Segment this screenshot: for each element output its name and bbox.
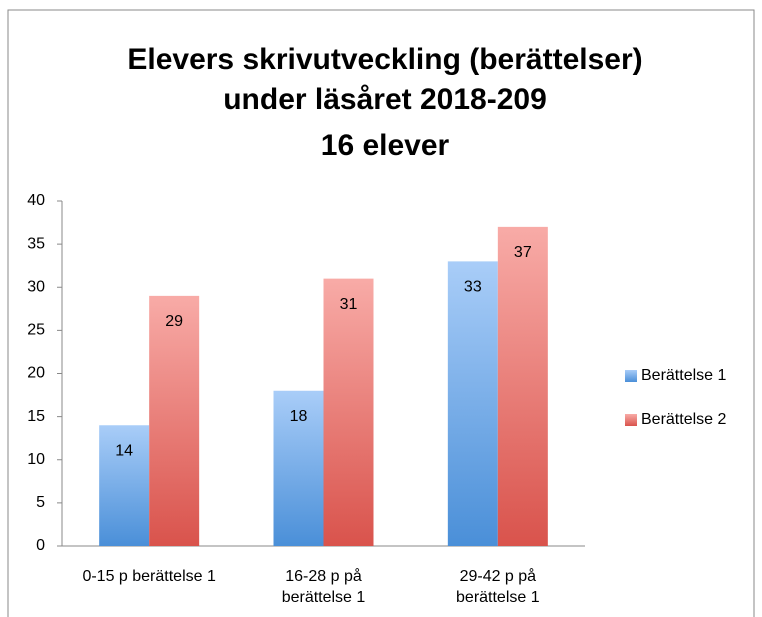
bar — [149, 295, 200, 546]
y-tick-label: 10 — [27, 451, 45, 468]
x-tick-label: 29-42 p på berättelse 1 — [456, 568, 540, 606]
value-label: 31 — [340, 296, 358, 313]
chart-subtitle: 16 elever — [320, 129, 450, 162]
bar — [99, 425, 150, 546]
value-label: 37 — [514, 244, 532, 261]
value-label: 29 — [165, 313, 183, 330]
x-tick-label: 0-15 p berättelse 1 — [82, 568, 216, 585]
value-label: 14 — [115, 442, 133, 459]
y-tick-label: 0 — [36, 537, 45, 554]
y-tick-label: 25 — [27, 322, 45, 339]
bar — [497, 226, 548, 546]
bar — [273, 390, 324, 546]
legend-label: Berättelse 1 — [641, 367, 726, 384]
legend-swatch — [625, 414, 637, 426]
bar — [323, 278, 374, 546]
y-tick-label: 35 — [27, 235, 45, 252]
frame — [7, 9, 755, 617]
legend-swatch — [625, 370, 637, 382]
value-label: 18 — [290, 408, 308, 425]
x-tick-label: 16-28 p på berättelse 1 — [281, 568, 366, 606]
y-tick-label: 5 — [36, 494, 45, 511]
value-label: 33 — [464, 279, 482, 296]
y-tick-label: 15 — [27, 408, 45, 425]
y-tick-label: 30 — [27, 278, 45, 295]
y-tick-label: 20 — [27, 365, 45, 382]
chart-title: Elevers skrivutveckling (berättelser) un… — [127, 43, 643, 116]
y-tick-label: 40 — [27, 192, 45, 209]
bar — [447, 261, 498, 546]
legend-label: Berättelse 2 — [641, 411, 726, 428]
